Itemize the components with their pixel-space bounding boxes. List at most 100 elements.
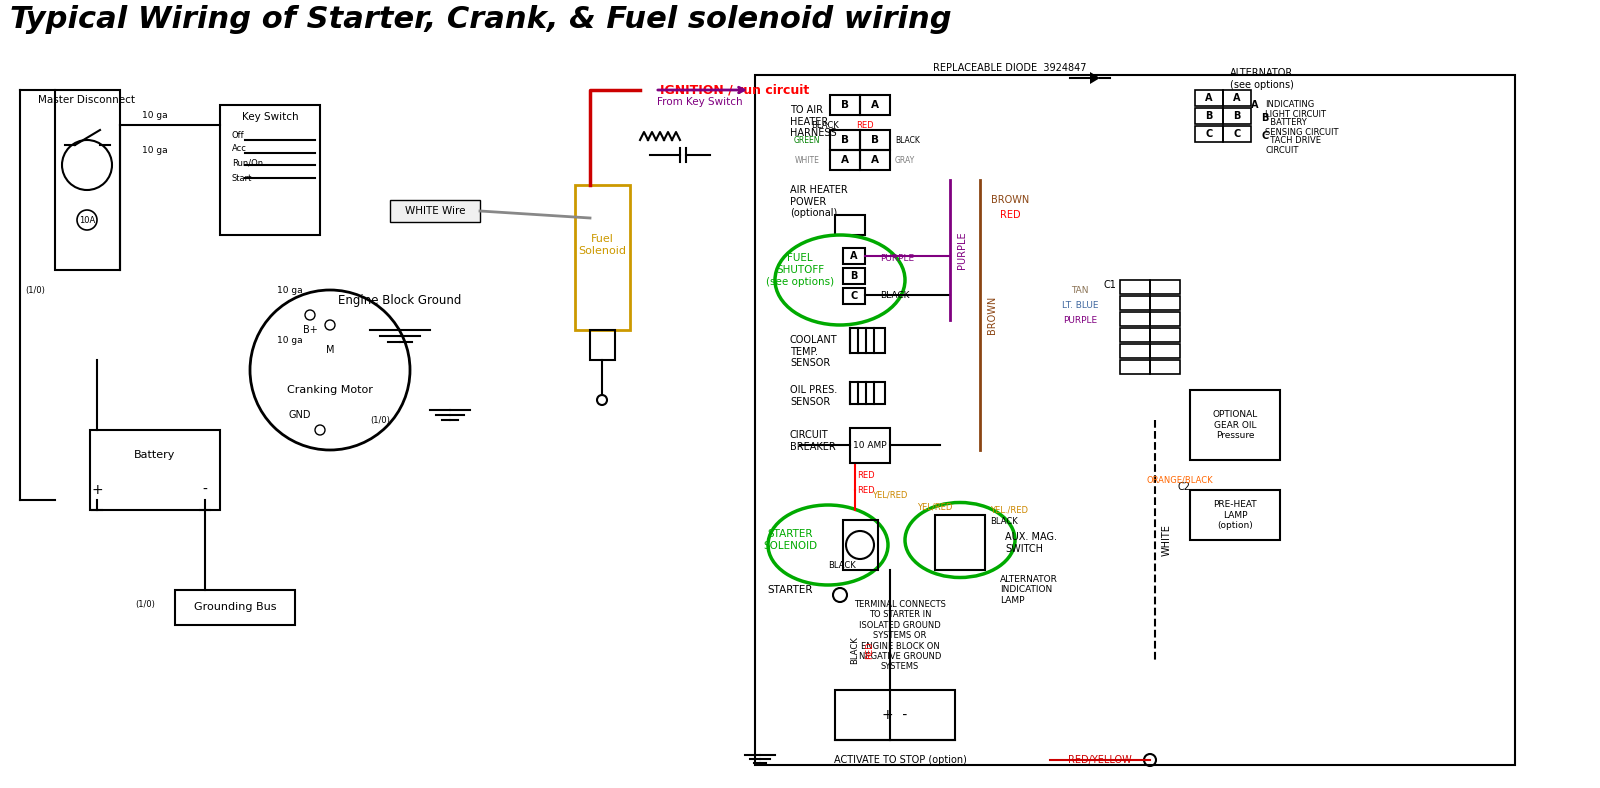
Text: BLACK: BLACK xyxy=(811,121,838,129)
Text: A: A xyxy=(1251,100,1266,110)
Text: 10 ga: 10 ga xyxy=(142,146,168,154)
Text: Typical Wiring of Starter, Crank, & Fuel solenoid wiring: Typical Wiring of Starter, Crank, & Fuel… xyxy=(10,5,952,34)
Text: B: B xyxy=(842,100,850,110)
Text: C: C xyxy=(850,291,858,301)
Text: 10 ga: 10 ga xyxy=(277,336,302,344)
Text: +  -: + - xyxy=(882,708,907,722)
Text: 10 AMP: 10 AMP xyxy=(853,440,886,449)
Text: COOLANT
TEMP.
SENSOR: COOLANT TEMP. SENSOR xyxy=(790,335,838,368)
Text: ACTIVATE TO STOP (option): ACTIVATE TO STOP (option) xyxy=(834,755,966,765)
Bar xyxy=(830,95,861,115)
Text: YEL/RED: YEL/RED xyxy=(872,490,907,500)
Bar xyxy=(1120,360,1150,374)
Text: PURPLE: PURPLE xyxy=(880,254,914,262)
Text: ALTERNATOR
(see options): ALTERNATOR (see options) xyxy=(1230,68,1294,90)
Bar xyxy=(1150,360,1181,374)
Bar xyxy=(1150,312,1181,326)
Text: (1/0): (1/0) xyxy=(370,415,390,425)
Text: IGNITION / run circuit: IGNITION / run circuit xyxy=(661,84,810,96)
Bar xyxy=(1195,90,1222,106)
Bar xyxy=(934,515,986,570)
Text: TERMINAL CONNECTS
TO STARTER IN
ISOLATED GROUND
SYSTEMS OR
ENGINE BLOCK ON
NEGAT: TERMINAL CONNECTS TO STARTER IN ISOLATED… xyxy=(854,600,946,671)
Text: BLACK: BLACK xyxy=(829,560,856,570)
Text: BLACK: BLACK xyxy=(851,636,859,663)
Text: Acc: Acc xyxy=(232,143,246,153)
Text: A: A xyxy=(1205,93,1213,103)
Bar xyxy=(1120,344,1150,358)
Text: YEL/RED: YEL/RED xyxy=(917,503,952,511)
Text: C1: C1 xyxy=(1104,280,1117,290)
Text: C: C xyxy=(1205,129,1213,139)
Text: A: A xyxy=(870,100,878,110)
Text: TACH DRIVE
CIRCUIT: TACH DRIVE CIRCUIT xyxy=(1266,136,1322,155)
Text: WHITE: WHITE xyxy=(795,155,819,165)
Bar xyxy=(1190,390,1280,460)
Text: OPTIONAL
GEAR OIL
Pressure: OPTIONAL GEAR OIL Pressure xyxy=(1213,410,1258,440)
Text: WHITE: WHITE xyxy=(1162,524,1171,556)
Bar xyxy=(221,105,320,235)
Bar xyxy=(1150,296,1181,310)
Bar xyxy=(1150,344,1181,358)
Bar xyxy=(843,268,866,284)
Text: Engine Block Ground: Engine Block Ground xyxy=(338,293,462,307)
Text: INDICATING
LIGHT CIRCUIT: INDICATING LIGHT CIRCUIT xyxy=(1266,100,1326,120)
Bar xyxy=(850,428,890,463)
Text: WHITE Wire: WHITE Wire xyxy=(405,206,466,216)
Bar xyxy=(1222,108,1251,124)
Bar xyxy=(861,95,890,115)
Text: (1/0): (1/0) xyxy=(134,600,155,609)
Text: AUX. MAG.
SWITCH: AUX. MAG. SWITCH xyxy=(1005,532,1058,554)
Text: TO AIR
HEATER
HARNESS: TO AIR HEATER HARNESS xyxy=(790,105,837,138)
Text: CIRCUIT
BREAKER: CIRCUIT BREAKER xyxy=(790,430,835,452)
Bar xyxy=(861,130,890,150)
Bar xyxy=(54,90,120,270)
Text: AIR HEATER
POWER
(optional): AIR HEATER POWER (optional) xyxy=(790,185,848,218)
Text: RED: RED xyxy=(866,641,875,659)
Text: C2: C2 xyxy=(1178,482,1190,492)
Text: Fuel
Solenoid: Fuel Solenoid xyxy=(578,234,626,256)
Bar xyxy=(830,150,861,170)
Bar xyxy=(830,130,861,150)
Text: Grounding Bus: Grounding Bus xyxy=(194,602,277,612)
Text: A: A xyxy=(842,155,850,165)
Bar xyxy=(1222,90,1251,106)
Text: B: B xyxy=(1205,111,1213,121)
Text: YEL./RED: YEL./RED xyxy=(990,505,1027,515)
Text: B: B xyxy=(870,135,878,145)
Text: Battery: Battery xyxy=(134,450,176,460)
Bar xyxy=(843,248,866,264)
Text: STARTER
SOLENOID: STARTER SOLENOID xyxy=(763,530,818,551)
Bar xyxy=(1120,280,1150,294)
Text: REPLACEABLE DIODE  3924847: REPLACEABLE DIODE 3924847 xyxy=(933,63,1086,73)
Text: BLACK: BLACK xyxy=(880,291,909,299)
Bar xyxy=(835,215,866,235)
Text: C: C xyxy=(1261,131,1269,141)
Polygon shape xyxy=(1090,72,1101,84)
Bar xyxy=(1150,280,1181,294)
Text: BROWN: BROWN xyxy=(987,296,997,334)
Text: BLACK: BLACK xyxy=(894,136,920,144)
Text: 10 ga: 10 ga xyxy=(277,285,302,295)
Text: BROWN: BROWN xyxy=(990,195,1029,205)
Text: PRE-HEAT
LAMP
(option): PRE-HEAT LAMP (option) xyxy=(1213,500,1258,530)
Text: RED: RED xyxy=(856,121,874,129)
Bar xyxy=(1222,126,1251,142)
Text: ALTERNATOR
INDICATION
LAMP: ALTERNATOR INDICATION LAMP xyxy=(1000,575,1058,605)
Text: -: - xyxy=(203,483,208,497)
Text: Cranking Motor: Cranking Motor xyxy=(286,385,373,395)
Text: Run/On: Run/On xyxy=(232,158,262,168)
Bar xyxy=(850,328,885,353)
Text: Key Switch: Key Switch xyxy=(242,112,298,122)
Text: STARTER: STARTER xyxy=(768,585,813,595)
Text: C: C xyxy=(1234,129,1240,139)
Text: Start: Start xyxy=(232,173,253,183)
Bar xyxy=(843,288,866,304)
Text: B: B xyxy=(1234,111,1240,121)
Text: BLACK: BLACK xyxy=(990,518,1018,526)
Bar xyxy=(1195,126,1222,142)
Text: PURPLE: PURPLE xyxy=(957,231,966,269)
Text: B+: B+ xyxy=(302,325,317,335)
Text: 10A: 10A xyxy=(78,215,94,225)
Bar xyxy=(90,430,221,510)
Bar xyxy=(861,150,890,170)
